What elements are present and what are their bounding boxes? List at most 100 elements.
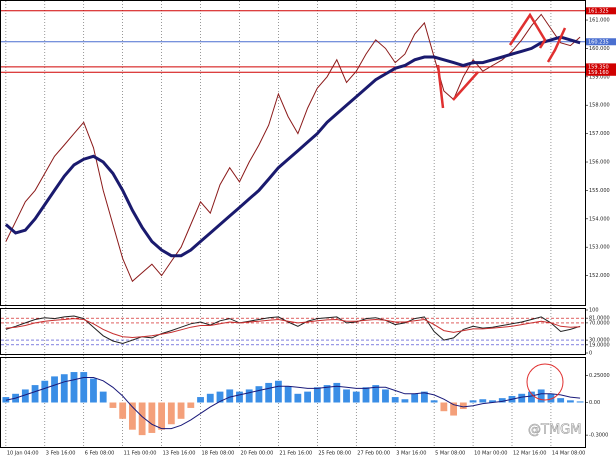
bar bbox=[2, 397, 10, 403]
bar bbox=[265, 382, 273, 403]
bar bbox=[99, 391, 107, 403]
y-tick-label: 0.25000 bbox=[589, 373, 610, 379]
level-label: 159.350 bbox=[588, 64, 609, 70]
bar bbox=[489, 400, 496, 403]
y-tick-label: 0.00 bbox=[589, 400, 600, 406]
bar bbox=[411, 393, 419, 403]
watermark: @TMGM bbox=[528, 423, 581, 438]
y-tick-label: 160.000 bbox=[589, 46, 610, 52]
x-tick-label: 18 Feb 08:00 bbox=[202, 451, 235, 457]
y-tick-label: -0.3000 bbox=[589, 433, 608, 439]
bar bbox=[245, 389, 253, 403]
bar bbox=[547, 393, 555, 403]
bar bbox=[226, 389, 234, 403]
bar bbox=[479, 399, 487, 403]
bar bbox=[420, 391, 428, 403]
x-tick-label: 6 Feb 08:00 bbox=[85, 451, 115, 457]
arrow bbox=[508, 12, 547, 49]
bar bbox=[459, 402, 467, 410]
series-line bbox=[5, 377, 581, 430]
annotation-arrows bbox=[436, 12, 567, 401]
level-label: 161.325 bbox=[588, 8, 609, 14]
y-tick-label: 30.0000 bbox=[589, 338, 610, 344]
level-label-box bbox=[586, 7, 616, 15]
bar bbox=[382, 389, 389, 403]
bar bbox=[80, 372, 88, 403]
bar bbox=[206, 393, 214, 403]
x-tick-label: 12 Mar 16:00 bbox=[513, 451, 546, 457]
x-tick-label: 20 Feb 00:00 bbox=[240, 451, 273, 457]
bar bbox=[304, 391, 312, 403]
x-tick-label: 10 Jan 04:00 bbox=[7, 451, 39, 457]
arrow bbox=[436, 64, 445, 109]
x-tick-label: 21 Feb 16:00 bbox=[279, 451, 312, 457]
y-tick-label: 70.0000 bbox=[589, 320, 610, 326]
bar bbox=[284, 386, 292, 403]
level-label: 159.160 bbox=[588, 70, 609, 76]
bar bbox=[430, 400, 438, 403]
bar bbox=[255, 386, 263, 403]
series-line bbox=[5, 315, 581, 345]
y-tick-label: 158.000 bbox=[589, 103, 610, 109]
bar bbox=[109, 402, 117, 408]
bar bbox=[518, 393, 526, 403]
bar bbox=[41, 380, 49, 403]
bar bbox=[236, 391, 243, 403]
y-tick-label: 19.0000 bbox=[589, 342, 610, 348]
bar bbox=[469, 400, 477, 403]
bar bbox=[362, 387, 370, 403]
y-tick-label: 159.000 bbox=[589, 74, 610, 80]
y-tick-label: 100 bbox=[589, 308, 599, 314]
y-tick-label: 155.000 bbox=[589, 188, 610, 194]
bar bbox=[274, 380, 282, 403]
bar bbox=[576, 401, 584, 403]
bar bbox=[401, 399, 409, 403]
bar bbox=[70, 372, 78, 403]
bar bbox=[21, 389, 29, 403]
arrow bbox=[452, 71, 479, 101]
y-tick-label: 0 bbox=[589, 351, 592, 357]
bar bbox=[128, 402, 136, 430]
bar bbox=[177, 402, 185, 419]
x-tick-label: 11 Feb 00:00 bbox=[124, 451, 157, 457]
bar bbox=[167, 402, 175, 425]
bar bbox=[440, 402, 448, 412]
arrow bbox=[546, 27, 567, 63]
y-tick-label: 157.000 bbox=[589, 131, 610, 137]
bar bbox=[90, 378, 97, 403]
highlight-circle bbox=[526, 363, 564, 401]
y-tick-label: 161.000 bbox=[589, 18, 610, 24]
y-tick-label: 152.000 bbox=[589, 273, 610, 279]
bar bbox=[450, 402, 458, 416]
bar bbox=[333, 382, 341, 403]
series-line bbox=[5, 13, 581, 283]
level-label-box bbox=[586, 68, 616, 76]
bar bbox=[158, 402, 166, 430]
bar bbox=[391, 397, 399, 403]
main-frame bbox=[0, 0, 586, 306]
x-tick-label: 13 Feb 16:00 bbox=[163, 451, 196, 457]
bar bbox=[343, 389, 350, 403]
level-label-box bbox=[586, 38, 616, 46]
bar bbox=[138, 402, 146, 436]
bar bbox=[313, 387, 321, 403]
bar bbox=[537, 389, 545, 403]
bar bbox=[372, 385, 380, 403]
x-tick-label: 27 Feb 00:00 bbox=[357, 451, 390, 457]
bar bbox=[294, 393, 302, 403]
oscillator-frame bbox=[0, 308, 586, 355]
x-tick-label: 5 Mar 08:00 bbox=[435, 451, 465, 457]
x-tick-label: 3 Mar 16:00 bbox=[396, 451, 426, 457]
x-tick-label: 10 Mar 00:00 bbox=[474, 451, 507, 457]
x-tick-label: 25 Feb 08:00 bbox=[318, 451, 351, 457]
bar bbox=[352, 391, 360, 403]
bar bbox=[216, 391, 224, 403]
bar bbox=[187, 402, 195, 408]
x-tick-label: 14 Mar 08:00 bbox=[552, 451, 585, 457]
y-tick-label: 154.000 bbox=[589, 216, 610, 222]
level-label: 160.235 bbox=[588, 39, 609, 45]
series-line bbox=[4, 35, 581, 258]
bar bbox=[60, 374, 68, 403]
